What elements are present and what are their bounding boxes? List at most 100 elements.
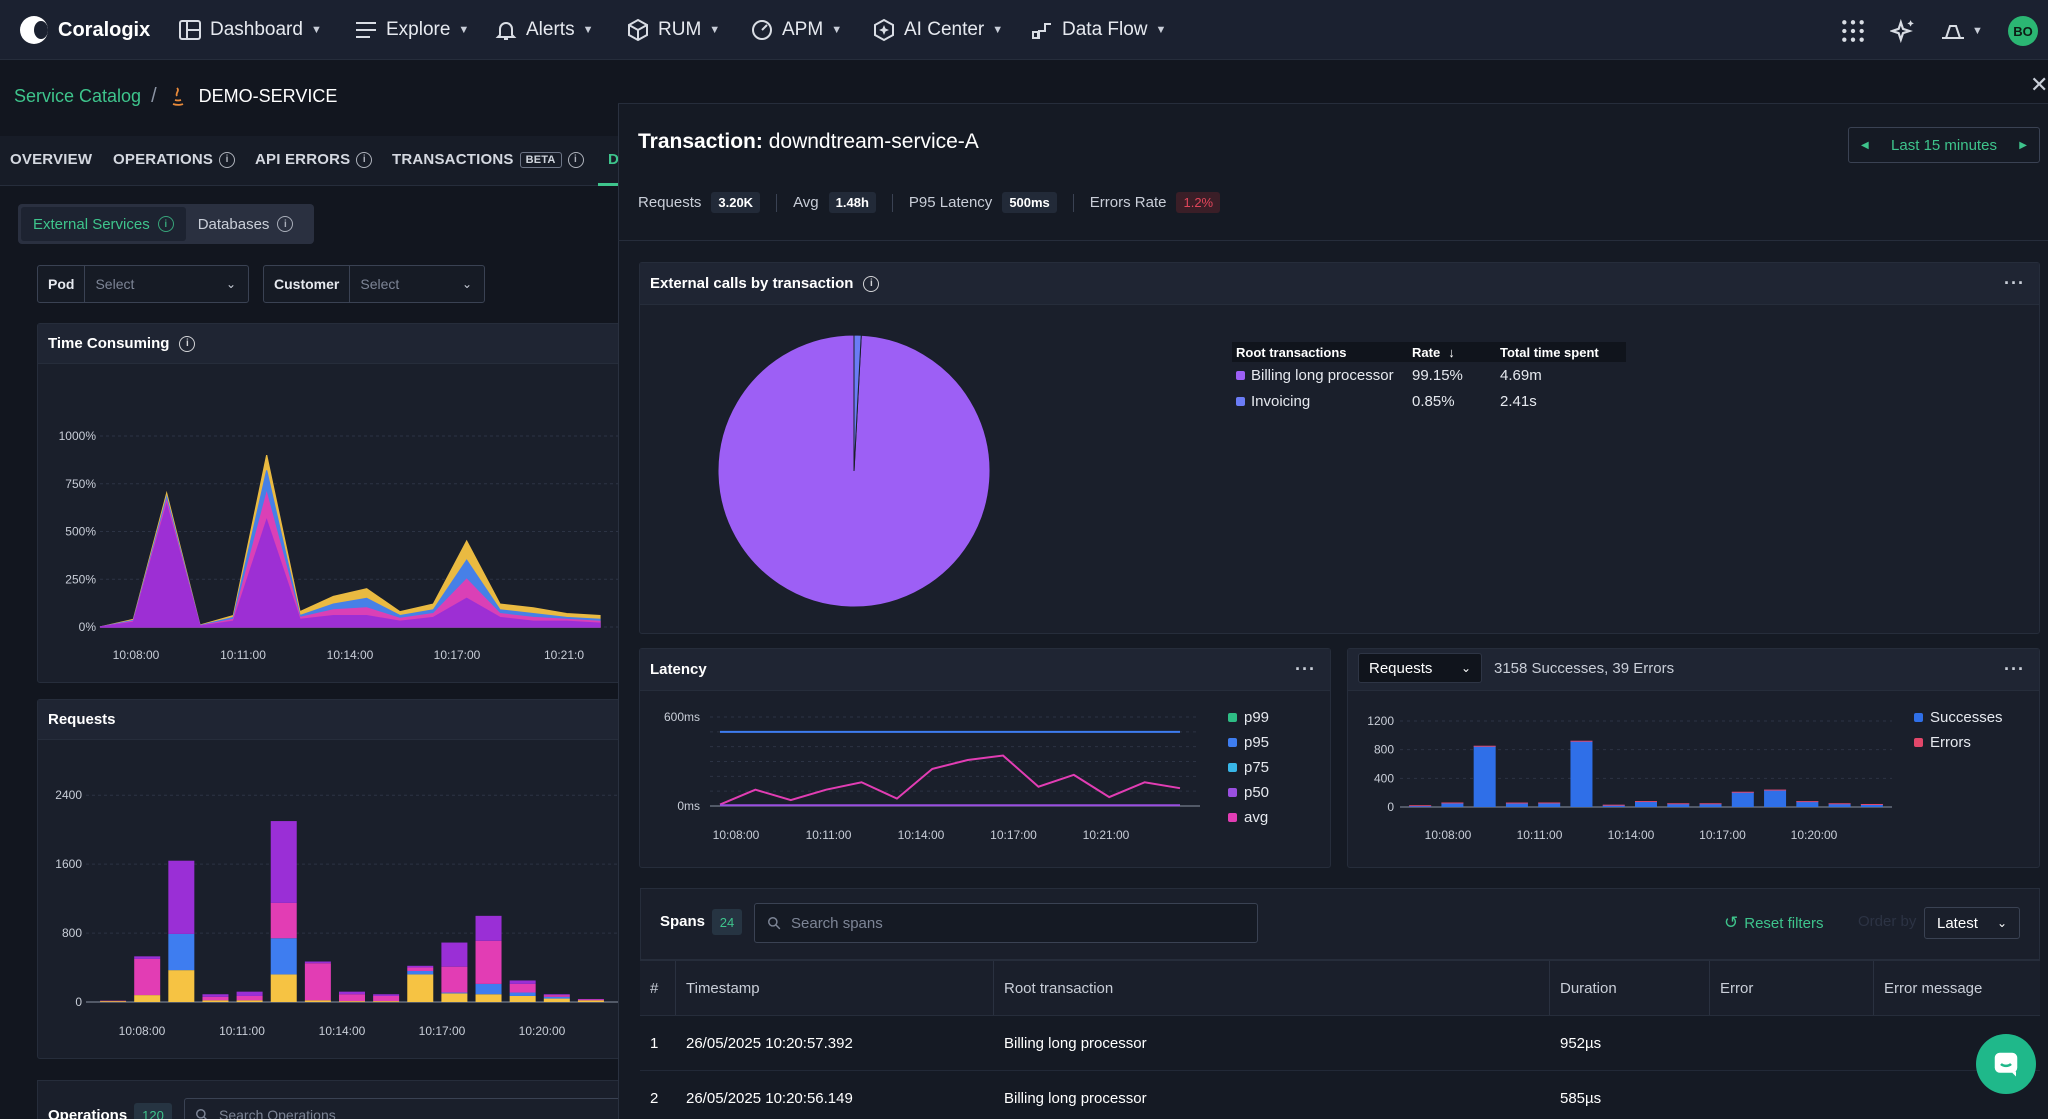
stacked-bar-segment [475,983,502,995]
column-error[interactable]: Error [1710,961,1874,1015]
row-root-transaction: Billing long processor [1004,1089,1147,1107]
stacked-bar-segment [134,995,161,1002]
more-options-icon[interactable]: ··· [2004,659,2025,679]
info-icon: i [179,335,196,352]
nav-explore-label: Explore [386,19,451,40]
time-range-label: Last 15 minutes [1891,136,1997,154]
legend-item-successes[interactable]: Successes [1914,705,2003,730]
nav-explore[interactable]: Explore ▼ [354,14,469,46]
stacked-bar-segment [339,1001,365,1002]
sparkle-icon[interactable] [1890,18,1916,44]
column-total-time[interactable]: Total time spent [1500,344,1599,360]
legend-item-p50[interactable]: p50 [1228,780,1269,805]
nav-data-flow[interactable]: Data Flow ▼ [1030,14,1166,46]
legend-swatch [1914,738,1923,747]
tab-dependencies-label: D [608,151,620,168]
legend-item-p99[interactable]: p99 [1228,705,1269,730]
stacked-bar-segment [441,993,468,1002]
successes-bar [1828,803,1851,807]
legend-label: p50 [1244,784,1270,801]
table-row[interactable]: 2 26/05/2025 10:20:56.149 Billing long p… [640,1071,2040,1119]
transaction-title-prefix: Transaction: [638,130,763,153]
stacked-bar-segment [543,994,570,996]
nav-alerts[interactable]: Alerts ▼ [494,14,593,46]
tab-transactions[interactable]: TRANSACTIONS BETA i [392,151,584,168]
close-icon[interactable]: ✕ [2030,72,2048,97]
logo-icon [20,16,48,44]
chat-support-button[interactable] [1976,1034,2036,1094]
legend-item-avg[interactable]: avg [1228,805,1269,830]
pod-filter[interactable]: Pod Select ⌄ [37,265,249,303]
y-tick-label: 0% [79,620,97,634]
reset-filters-button[interactable]: ↺ Reset filters [1724,913,1823,933]
requests-metric-select[interactable]: Requests ⌄ [1358,653,1482,683]
chevron-left-icon[interactable]: ◀ [1861,139,1869,151]
nav-ai-center[interactable]: AI Center ▼ [872,14,1003,46]
spans-search-input[interactable]: Search spans [754,903,1258,943]
nav-rum[interactable]: RUM ▼ [626,14,720,46]
tab-operations[interactable]: OPERATIONS i [113,151,236,168]
legend-item-errors[interactable]: Errors [1914,730,2003,755]
search-icon [196,1109,208,1119]
column-root-transaction[interactable]: Root transaction [994,961,1550,1015]
legend-label: Errors [1930,734,1971,751]
column-duration[interactable]: Duration [1550,961,1710,1015]
operations-search-input[interactable]: Search Operations [184,1098,624,1119]
column-root-transactions[interactable]: Root transactions [1236,344,1347,360]
legend-item-p95[interactable]: p95 [1228,730,1269,755]
toggle-external-services[interactable]: External Services i [21,207,186,241]
transaction-name: downdtream-service-A [768,130,979,153]
nav-apm[interactable]: APM ▼ [750,14,842,46]
order-by-select[interactable]: Latest ⌄ [1924,907,2020,939]
toggle-databases[interactable]: Databases i [186,207,306,241]
chat-icon [1994,1052,2018,1077]
apps-grid-icon[interactable] [1840,18,1866,44]
y-tick-label: 600ms [664,710,700,724]
column-rate[interactable]: Rate ↓ [1412,345,1500,360]
customer-filter-value: Select [360,276,400,292]
environment-switcher[interactable]: ▼ [1940,20,1983,42]
legend-row[interactable]: Invoicing 0.85% 2.41s [1232,388,1626,414]
column-timestamp[interactable]: Timestamp [676,961,994,1015]
stacked-bar-segment [202,994,229,997]
table-row[interactable]: 1 26/05/2025 10:20:57.392 Billing long p… [640,1016,2040,1071]
customer-filter[interactable]: Customer Select ⌄ [263,265,485,303]
bell-icon [495,22,517,40]
column-index: # [640,961,676,1015]
stacked-bar-segment [236,991,263,996]
left-requests-header: Requests [38,700,636,740]
x-tick-label: 10:08:00 [1425,828,1472,842]
tab-overview[interactable]: OVERVIEW [10,151,92,168]
successes-bar [1570,741,1593,807]
nav-dashboard[interactable]: Dashboard ▼ [178,14,322,46]
latency-legend: p99 p95 p75 p50 avg [1228,705,1269,830]
legend-label: p99 [1244,709,1270,726]
external-calls-panel: External calls by transaction i ··· [639,262,2040,634]
chevron-down-icon: ▼ [709,24,721,36]
stacked-bar-segment [373,994,400,996]
left-requests-chart: 2400 1600 800 0 10:08:00 10:11:00 10:14:00 10:1… [55,788,618,1038]
legend-label: p95 [1244,734,1270,751]
stat-avg-value: 1.48h [828,192,876,213]
tab-dependencies-active[interactable]: D [608,151,619,168]
breadcrumb-separator: / [151,84,157,107]
stacked-bar-segment [134,956,161,959]
y-tick-label: 1000% [59,429,97,443]
coralogix-logo[interactable]: Coralogix [20,14,150,46]
legend-row[interactable]: Billing long processor 99.15% 4.69m [1232,362,1626,388]
legend-item-p75[interactable]: p75 [1228,755,1269,780]
successes-bar [1667,803,1690,807]
column-error-message[interactable]: Error message [1884,979,1983,997]
x-tick-label: 10:21:00 [1083,828,1130,842]
more-options-icon[interactable]: ··· [2004,273,2025,293]
chevron-right-icon[interactable]: ▶ [2019,139,2027,151]
legend-row-total: 2.41s [1500,392,1537,410]
tab-api-errors[interactable]: API ERRORS i [255,151,373,168]
stacked-bar-segment [373,1001,400,1002]
stacked-bar-segment [509,980,536,984]
more-options-icon[interactable]: ··· [1295,659,1316,679]
row-index: 2 [650,1089,659,1107]
breadcrumb-service-catalog[interactable]: Service Catalog [14,85,142,106]
time-range-picker[interactable]: ◀ Last 15 minutes ▶ [1848,127,2040,163]
user-avatar[interactable]: BO [2008,16,2038,46]
